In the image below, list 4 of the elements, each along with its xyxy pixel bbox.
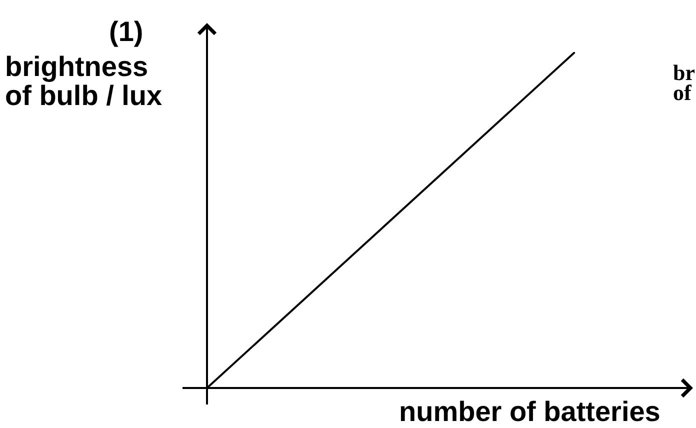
annotation: br of — [673, 60, 696, 105]
x-axis-title: number of batteries — [399, 396, 660, 427]
chart-title: (1) — [109, 16, 144, 47]
y-axis-title: brightness of bulb / lux — [5, 51, 163, 111]
